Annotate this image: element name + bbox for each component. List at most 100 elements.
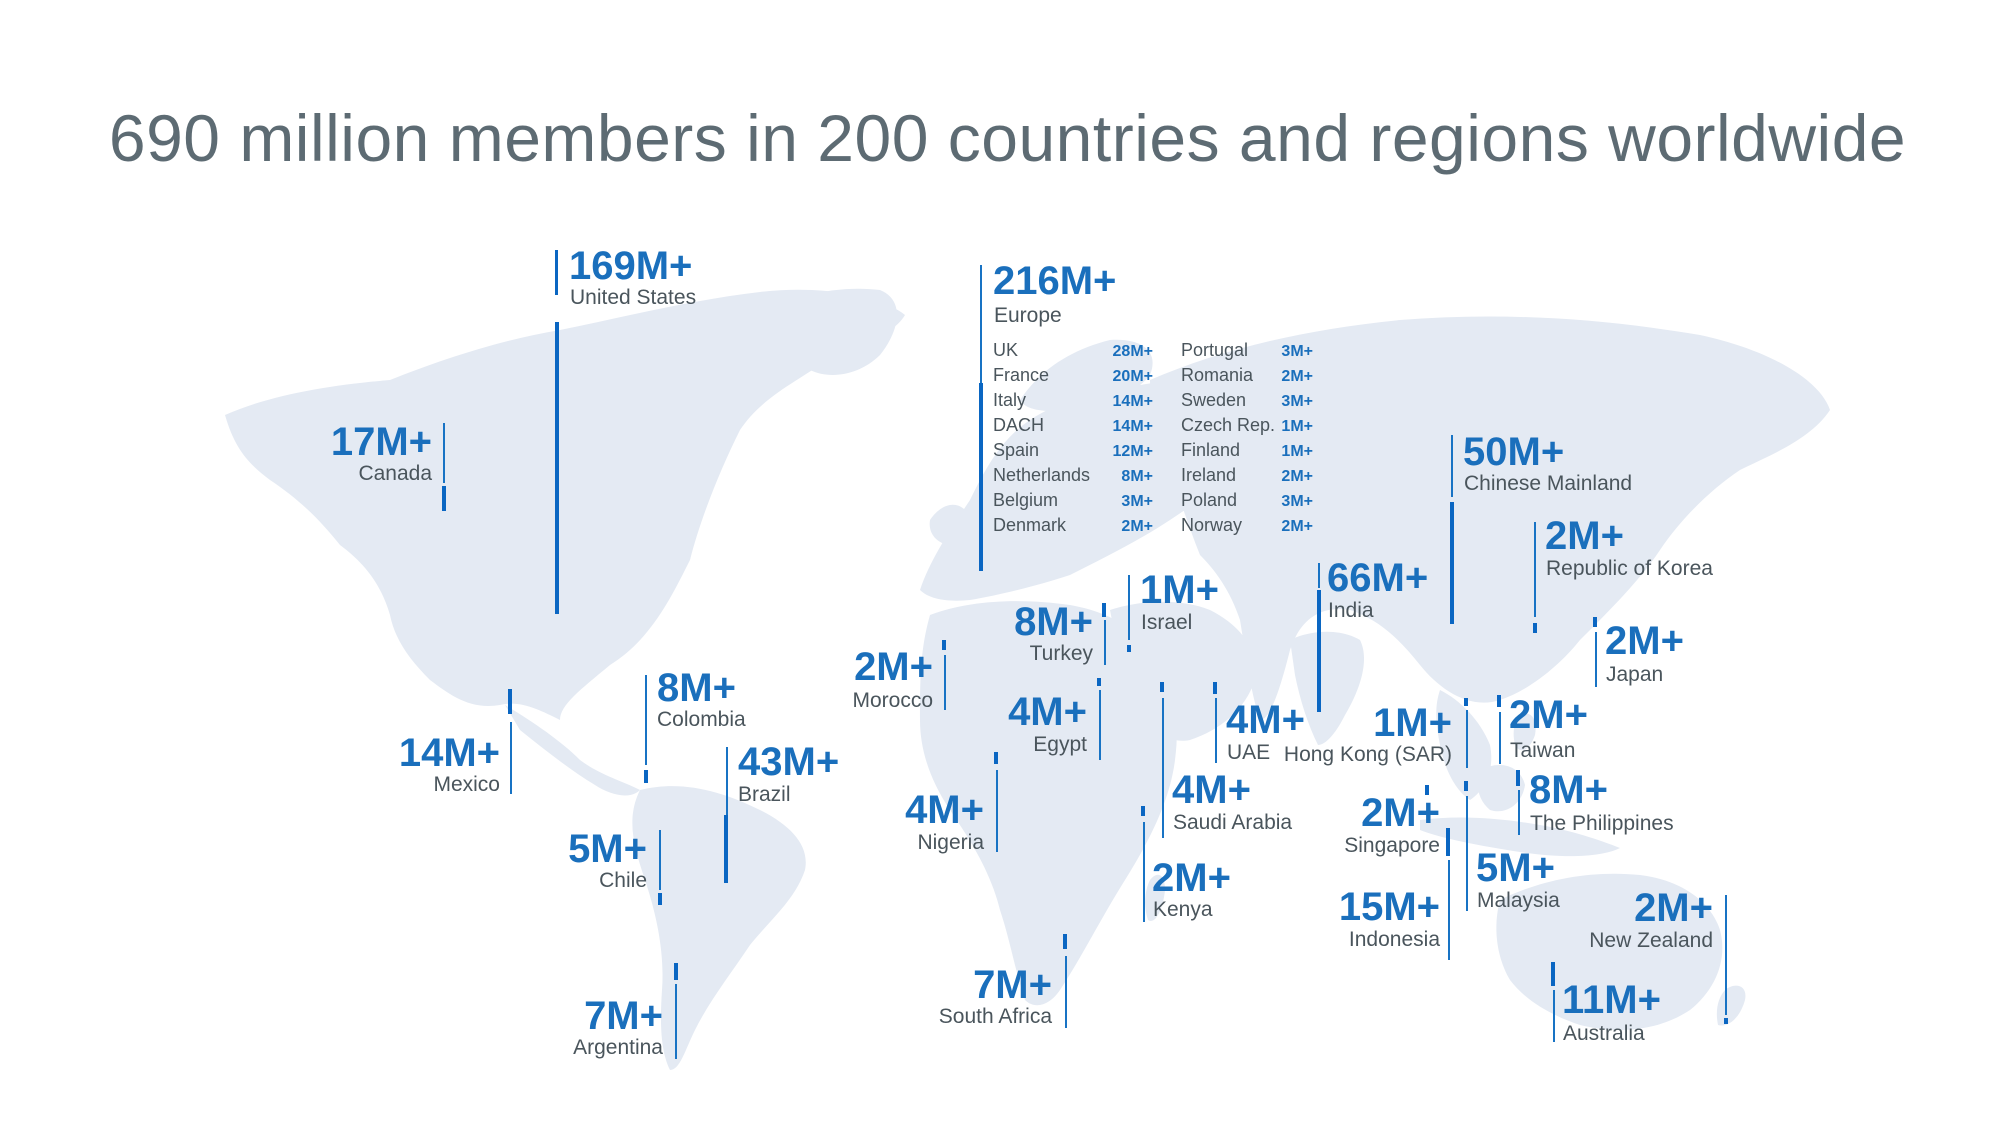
taiwan-marker-dot bbox=[1497, 695, 1501, 707]
israel-value: 1M+ bbox=[1140, 568, 1219, 612]
indonesia-marker-dot bbox=[1446, 828, 1450, 856]
egypt-marker-dot bbox=[1097, 678, 1101, 686]
south-africa-name: South Africa bbox=[938, 1005, 1052, 1028]
eu-row: Italy bbox=[993, 390, 1026, 411]
brazil-marker-line bbox=[726, 747, 728, 815]
hongkong-marker-line bbox=[1466, 710, 1468, 768]
mexico-name: Mexico bbox=[433, 773, 500, 796]
argentina-marker-line bbox=[675, 984, 677, 1059]
eu-row: Poland bbox=[1181, 490, 1237, 511]
eu-row: Finland bbox=[1181, 440, 1240, 461]
eu-country-name: France bbox=[993, 365, 1050, 385]
us-marker-line-lower bbox=[555, 322, 559, 614]
taiwan-marker-line bbox=[1499, 712, 1501, 764]
uae-marker-dot bbox=[1213, 682, 1217, 694]
asia-shape bbox=[1150, 316, 1830, 720]
eu-row: Sweden bbox=[1181, 390, 1246, 411]
philippines-marker-dot bbox=[1516, 770, 1520, 786]
japan-shape bbox=[1565, 556, 1613, 637]
mexico-marker-line bbox=[510, 722, 512, 794]
nigeria-value: 4M+ bbox=[905, 788, 984, 832]
india-marker-dot bbox=[1317, 590, 1321, 712]
europe-marker-line bbox=[980, 265, 982, 383]
hongkong-value: 1M+ bbox=[1373, 701, 1452, 745]
eu-country-name: Ireland bbox=[1181, 465, 1237, 485]
turkey-name: Turkey bbox=[1029, 642, 1093, 665]
eu-country-name: Poland bbox=[1181, 490, 1238, 510]
chile-marker-line bbox=[659, 830, 661, 890]
newzealand-marker-line bbox=[1725, 895, 1727, 1015]
newzealand-value: 2M+ bbox=[1634, 886, 1713, 930]
canada-name: Canada bbox=[358, 462, 432, 485]
eu-country-value: 3M+ bbox=[1121, 493, 1153, 510]
eu-row: Norway bbox=[1181, 515, 1242, 536]
south-africa-marker-dot bbox=[1063, 934, 1067, 949]
nigeria-marker-dot bbox=[994, 752, 998, 764]
chile-name: Chile bbox=[599, 869, 647, 892]
australia-shape bbox=[1496, 873, 1723, 1030]
uae-marker-line bbox=[1215, 698, 1217, 763]
malaysia-name: Malaysia bbox=[1477, 889, 1560, 912]
australia-marker-dot bbox=[1551, 962, 1555, 986]
eu-country-value: 2M+ bbox=[1281, 368, 1313, 385]
turkey-value: 8M+ bbox=[1014, 600, 1093, 644]
canada-marker-line bbox=[443, 423, 445, 483]
china-name: Chinese Mainland bbox=[1464, 472, 1633, 495]
eu-country-name: Norway bbox=[1181, 515, 1243, 535]
chile-value: 5M+ bbox=[568, 827, 647, 871]
saudi-value: 4M+ bbox=[1172, 768, 1251, 812]
india-value: 66M+ bbox=[1327, 556, 1429, 600]
canada-value: 17M+ bbox=[330, 420, 432, 464]
eu-country-name: Finland bbox=[1181, 440, 1241, 460]
mexico-marker-dot bbox=[508, 689, 512, 714]
nigeria-marker-line bbox=[996, 770, 998, 852]
australia-marker-line bbox=[1553, 990, 1555, 1042]
philippines-value: 8M+ bbox=[1529, 768, 1608, 812]
mexico-value: 14M+ bbox=[398, 731, 500, 775]
hongkong-marker-dot bbox=[1464, 698, 1468, 706]
eu-country-name: UK bbox=[993, 340, 1019, 360]
colombia-marker-line bbox=[645, 675, 647, 765]
japan-marker-dot bbox=[1593, 617, 1597, 627]
us-name: United States bbox=[570, 286, 697, 309]
eu-row: UK bbox=[993, 340, 1018, 361]
israel-marker-line bbox=[1128, 575, 1130, 640]
eu-country-value: 1M+ bbox=[1281, 443, 1313, 460]
eu-row: Spain bbox=[993, 440, 1039, 461]
kenya-name: Kenya bbox=[1153, 898, 1213, 921]
morocco-value: 2M+ bbox=[854, 645, 933, 689]
australia-name: Australia bbox=[1563, 1022, 1645, 1045]
saudi-marker-dot bbox=[1160, 682, 1164, 692]
eu-country-value: 1M+ bbox=[1281, 418, 1313, 435]
eu-country-name: Portugal bbox=[1181, 340, 1249, 360]
us-value: 169M+ bbox=[569, 244, 693, 288]
singapore-marker-dot bbox=[1425, 785, 1429, 795]
eu-country-name: Denmark bbox=[993, 515, 1067, 535]
korea-value: 2M+ bbox=[1545, 514, 1624, 558]
europe-name: Europe bbox=[994, 304, 1062, 327]
indonesia-name: Indonesia bbox=[1348, 928, 1440, 951]
eu-row: Czech Rep. bbox=[1181, 415, 1275, 436]
borneo-shape bbox=[1477, 765, 1525, 812]
nigeria-name: Nigeria bbox=[917, 831, 984, 854]
eu-row: Denmark bbox=[993, 515, 1066, 536]
malaysia-marker-line bbox=[1466, 796, 1468, 911]
eu-row: Romania bbox=[1181, 365, 1253, 386]
greenland-shape bbox=[760, 288, 897, 375]
indonesia-value: 15M+ bbox=[1338, 885, 1440, 929]
eu-country-name: Czech Rep. bbox=[1181, 415, 1276, 435]
indonesia-marker-line bbox=[1448, 860, 1450, 960]
korea-marker-dot bbox=[1533, 623, 1537, 633]
kenya-marker-line bbox=[1143, 822, 1145, 922]
china-value: 50M+ bbox=[1463, 430, 1565, 474]
colombia-marker-dot bbox=[644, 770, 648, 783]
colombia-value: 8M+ bbox=[657, 666, 736, 710]
south-africa-value: 7M+ bbox=[973, 963, 1052, 1007]
philippines-name: The Philippines bbox=[1530, 812, 1674, 835]
brazil-value: 43M+ bbox=[738, 740, 840, 784]
eu-row: DACH bbox=[993, 415, 1044, 436]
kenya-marker-dot bbox=[1141, 806, 1145, 816]
israel-marker-dot bbox=[1127, 645, 1131, 652]
philippines-shape bbox=[1513, 713, 1536, 751]
eu-country-value: 3M+ bbox=[1281, 343, 1313, 360]
